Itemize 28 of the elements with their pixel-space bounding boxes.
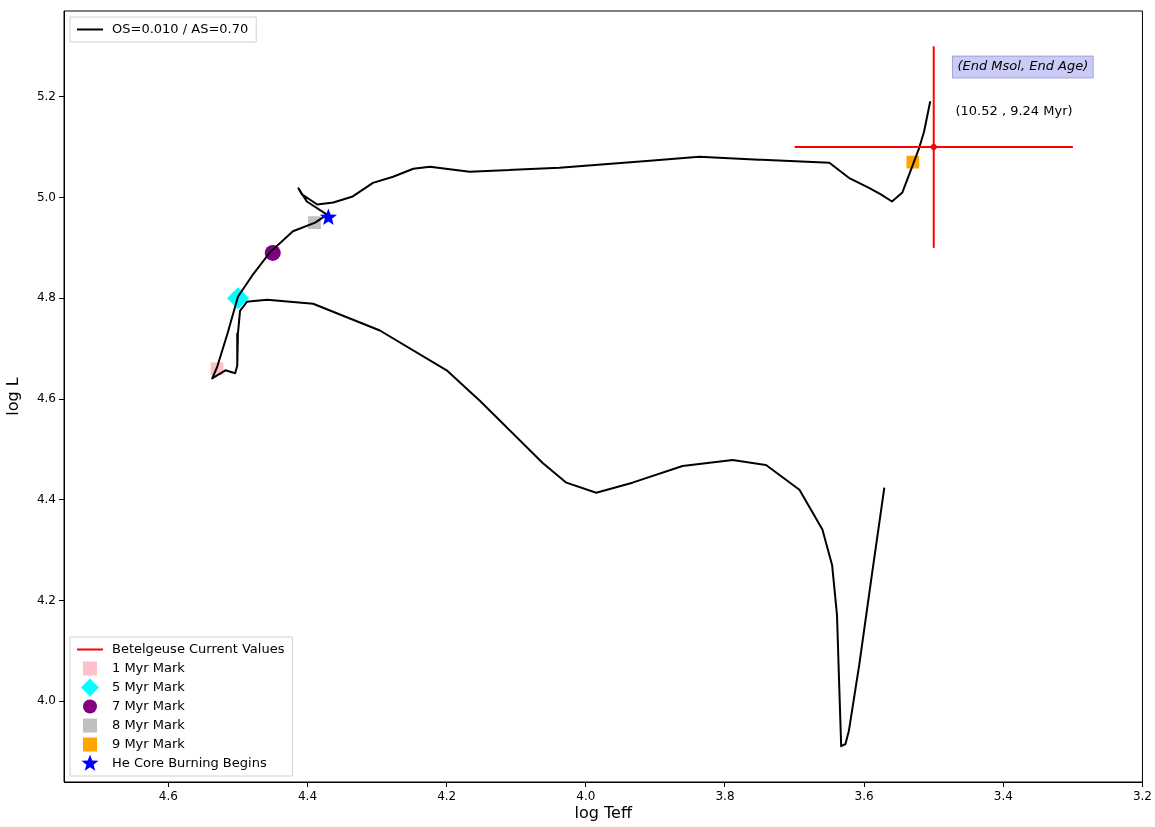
y-tick-label: 4.2	[36, 592, 56, 607]
y-tick-label: 4.6	[36, 391, 56, 406]
legend-label: 8 Myr Mark	[112, 716, 186, 732]
y-axis-title: log L	[2, 377, 22, 416]
annotation: (10.52 , 9.24 Myr)	[955, 103, 1073, 119]
y-tick-label: 4.8	[36, 290, 56, 305]
x-tick-label: 3.6	[854, 789, 874, 804]
x-tick-label: 3.2	[1132, 789, 1152, 804]
x-tick-label: 4.4	[297, 789, 318, 804]
x-tick-label: 3.8	[715, 789, 735, 804]
annotation: (End Msol, End Age)	[957, 58, 1089, 74]
y-tick-label: 4.4	[36, 491, 56, 506]
x-tick-label: 4.0	[576, 789, 596, 804]
legend-label: He Core Burning Begins	[112, 754, 267, 770]
legend-label: Betelgeuse Current Values	[112, 640, 285, 656]
x-axis-title: log Teff	[574, 802, 633, 822]
legend-label: OS=0.010 / AS=0.70	[112, 20, 249, 36]
legend-label: 5 Myr Mark	[112, 678, 186, 694]
x-tick-label: 4.6	[158, 789, 178, 804]
y-tick-label: 4.0	[36, 693, 56, 708]
legend-label: 9 Myr Mark	[112, 735, 186, 751]
y-tick-label: 5.2	[36, 88, 56, 103]
legend-label: 1 Myr Mark	[112, 659, 186, 675]
legend-label: 7 Myr Mark	[112, 697, 186, 713]
x-tick-label: 3.4	[993, 789, 1013, 804]
y-tick-label: 5.0	[36, 189, 56, 204]
point	[319, 208, 337, 225]
x-tick-label: 4.2	[437, 789, 457, 804]
